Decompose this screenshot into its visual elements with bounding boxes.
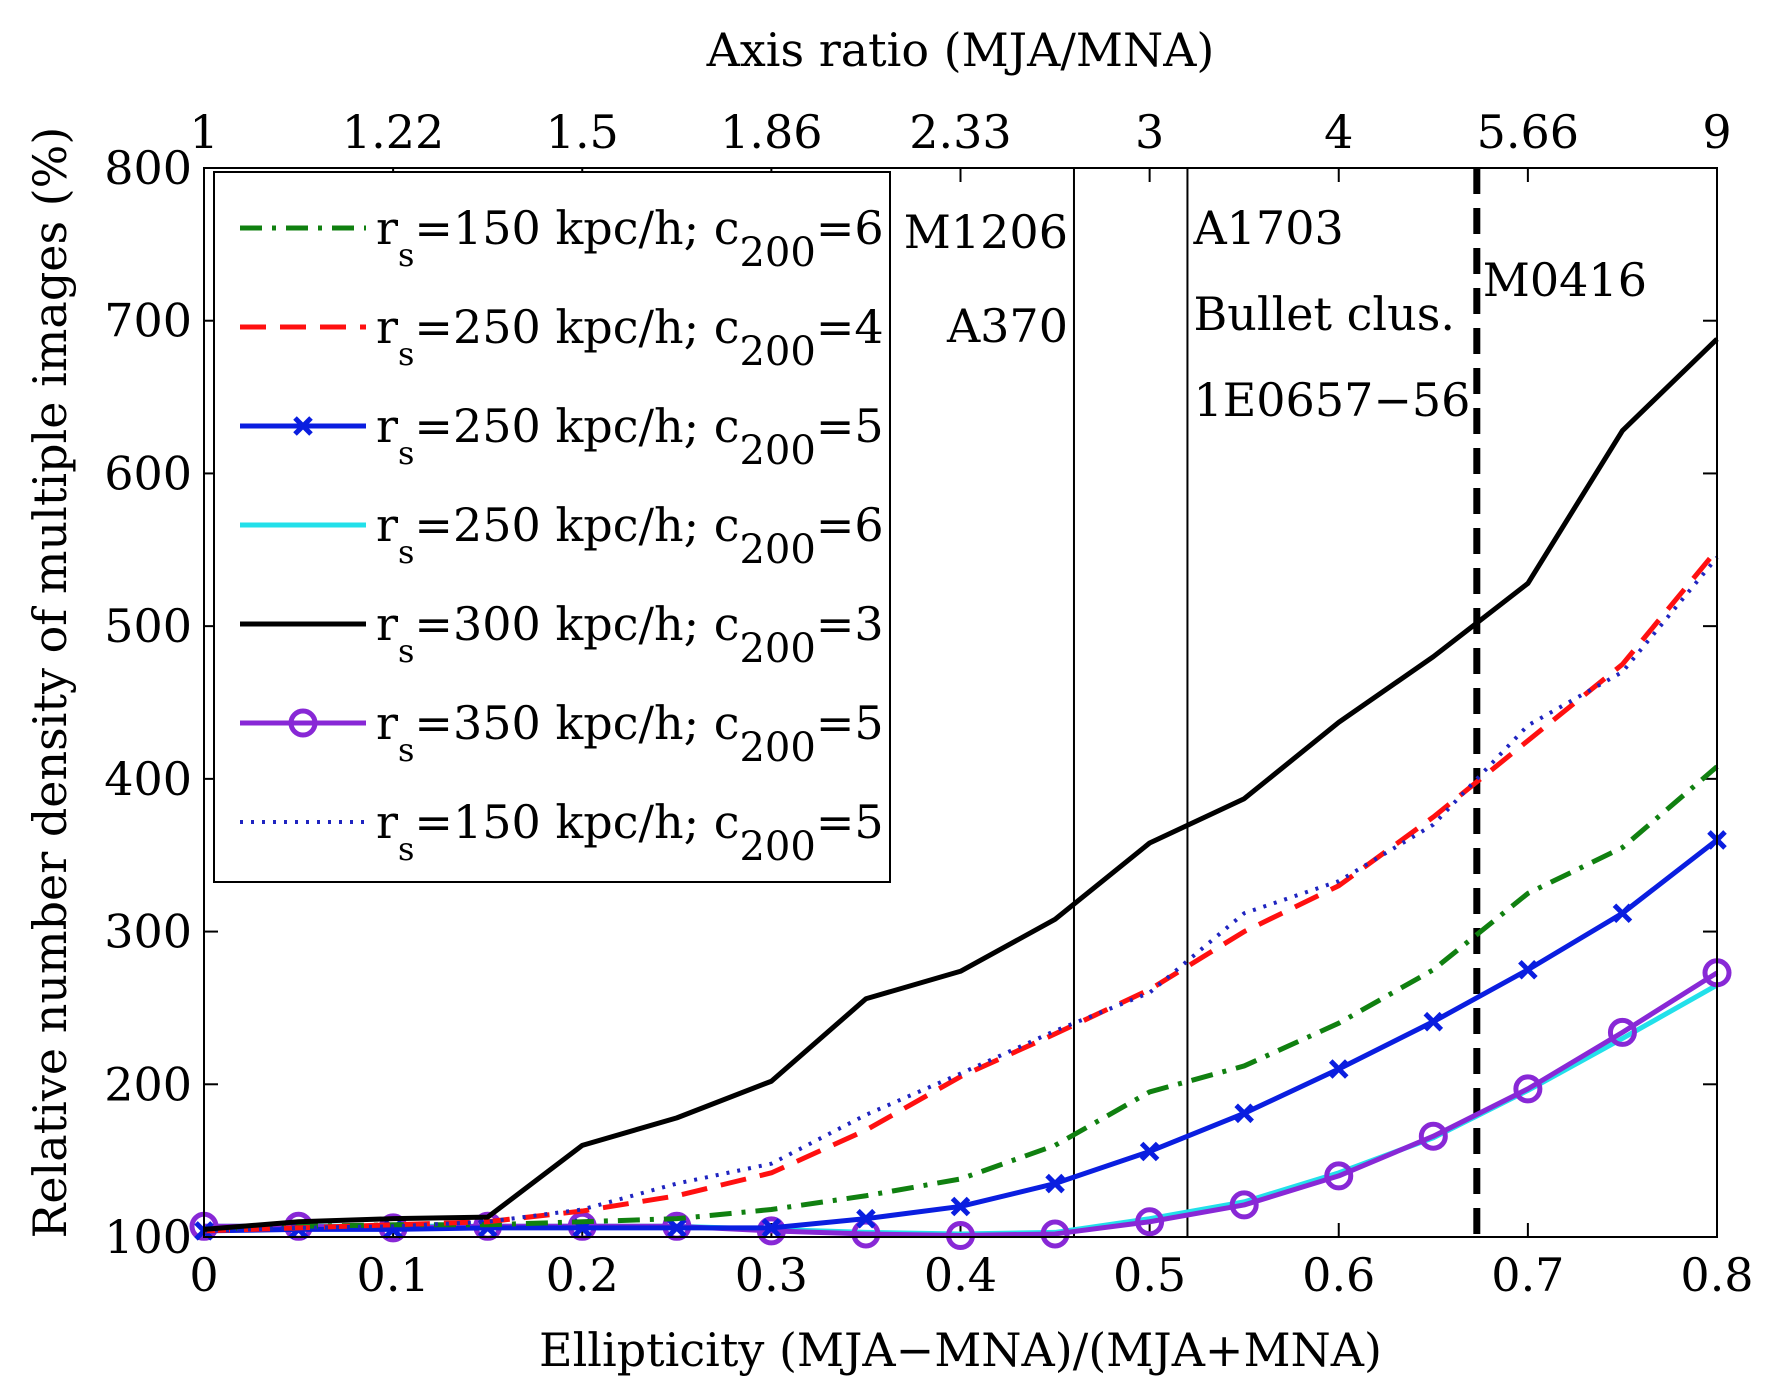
data-point — [1328, 1059, 1349, 1079]
series-line — [203, 337, 1719, 1232]
data-point — [1040, 1219, 1070, 1249]
legend-label: rs=150 kpc/h; c200=5 — [376, 795, 884, 870]
data-point — [856, 1208, 876, 1229]
data-point — [1612, 903, 1633, 924]
cluster-label: A370 — [946, 299, 1068, 353]
data-point — [946, 1220, 975, 1250]
data-point — [761, 1218, 782, 1238]
x-tick-label: 0.5 — [1113, 1248, 1186, 1302]
series-line — [203, 548, 1719, 1234]
data-point — [1139, 1141, 1160, 1162]
top-tick-label: 4 — [1324, 105, 1353, 159]
cluster-markers: M1206 A370 A1703 Bullet clus. 1E0657−56 M0416 — [904, 168, 1647, 1237]
legend-label: rs=150 kpc/h; c200=6 — [376, 201, 884, 276]
series-lines — [189, 337, 1732, 1250]
data-point — [1045, 1173, 1065, 1194]
data-point — [1423, 1011, 1444, 1032]
legend-label: rs=350 kpc/h; c200=5 — [376, 696, 884, 771]
series-line — [203, 556, 1719, 1233]
cluster-label: A1703 — [1192, 201, 1343, 255]
x-tick-label: 0 — [189, 1248, 218, 1302]
tick-labels: 0 0.1 0.2 0.3 0.4 0.5 0.6 0.7 0.8 1 1.22 1.5 1.86 2.3… — [104, 105, 1753, 1302]
legend-marker — [288, 708, 318, 738]
y-tick-label: 600 — [104, 446, 192, 500]
top-tick-label: 5.66 — [1477, 105, 1579, 159]
x-tick-label: 0.8 — [1680, 1248, 1753, 1302]
top-tick-label: 9 — [1702, 105, 1731, 159]
data-point — [1513, 1074, 1543, 1104]
y-axis-label: Relative number density of multiple imag… — [23, 127, 77, 1239]
x-tick-label: 0.7 — [1491, 1248, 1564, 1302]
y-tick-label: 400 — [104, 752, 192, 806]
cluster-label: M1206 — [904, 205, 1068, 259]
data-point — [950, 1196, 971, 1217]
data-point — [1418, 1121, 1448, 1151]
data-point — [667, 1218, 687, 1238]
y-tick-label: 700 — [104, 294, 192, 348]
top-tick-label: 1 — [189, 105, 218, 159]
y-tick-label: 800 — [104, 141, 192, 195]
y-tick-label: 500 — [104, 599, 192, 653]
data-point — [1607, 1017, 1637, 1047]
y-tick-label: 200 — [104, 1057, 192, 1111]
legend: rs=150 kpc/h; c200=6 rs=250 kpc/h; c200=4… — [213, 171, 891, 883]
top-tick-label: 1.5 — [546, 105, 619, 159]
cluster-label: M0416 — [1483, 253, 1647, 307]
y-tick-label: 300 — [104, 905, 192, 959]
x-tick-label: 0.6 — [1302, 1248, 1375, 1302]
legend-label: rs=250 kpc/h; c200=5 — [376, 399, 884, 474]
data-point — [1229, 1190, 1259, 1220]
legend-marker — [293, 416, 313, 436]
top-tick-label: 1.22 — [342, 105, 444, 159]
data-point — [1518, 959, 1538, 980]
legend-label: rs=250 kpc/h; c200=4 — [376, 300, 884, 375]
x-axis-label: Ellipticity (MJA−MNA)/(MJA+MNA) — [539, 1323, 1382, 1377]
data-point — [1324, 1161, 1354, 1191]
y-tick-label: 100 — [104, 1210, 192, 1264]
x-tick-label: 0.2 — [546, 1248, 619, 1302]
cluster-label: 1E0657−56 — [1193, 373, 1470, 427]
top-tick-label: 3 — [1135, 105, 1164, 159]
legend-label: rs=250 kpc/h; c200=6 — [376, 498, 884, 573]
top-axis-label: Axis ratio (MJA/MNA) — [706, 23, 1215, 77]
cluster-label: Bullet clus. — [1193, 287, 1455, 341]
x-tick-label: 0.4 — [924, 1248, 997, 1302]
legend-label: rs=300 kpc/h; c200=3 — [376, 597, 884, 672]
data-point — [1234, 1103, 1254, 1124]
top-tick-label: 2.33 — [909, 105, 1011, 159]
x-tick-label: 0.3 — [735, 1248, 808, 1302]
data-point — [756, 1216, 786, 1246]
x-tick-label: 0.1 — [357, 1248, 430, 1302]
data-point — [1135, 1207, 1165, 1237]
plot-frame — [203, 167, 1718, 1238]
top-tick-label: 1.86 — [720, 105, 822, 159]
